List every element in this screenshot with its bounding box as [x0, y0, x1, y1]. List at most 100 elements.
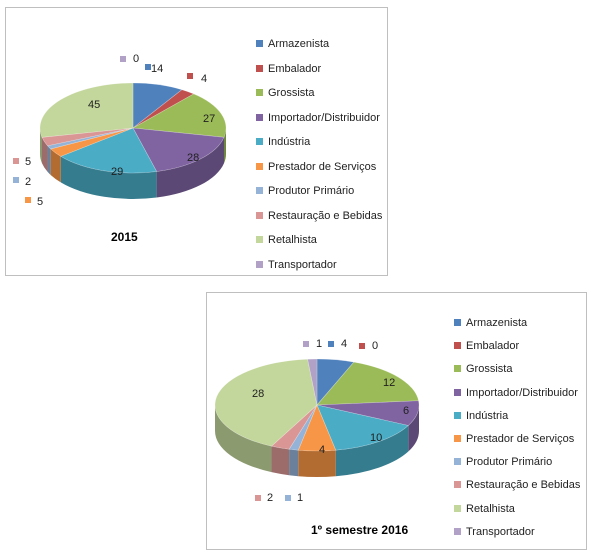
- legend-label-importador-distribuidor: Importador/Distribuidor: [268, 111, 380, 124]
- legend-swatch-transportador: [454, 527, 461, 535]
- legend-item-grossista: Grossista: [454, 362, 512, 376]
- legend-swatch-produtor-primario: [454, 458, 461, 466]
- legend-item-armazenista: Armazenista: [454, 316, 527, 330]
- legend-label-transportador: Transportador: [466, 525, 535, 538]
- legend-swatch-embalador: [256, 64, 263, 72]
- legend-label-transportador: Transportador: [268, 258, 337, 271]
- label-marker-embalador-2015: [187, 73, 193, 79]
- legend-item-produtor-primario: Produtor Primário: [454, 455, 552, 469]
- side-retalhista-2015: [40, 128, 42, 164]
- legend-item-restauracao-e-bebidas: Restauração e Bebidas: [256, 209, 382, 223]
- legend-swatch-restauracao-e-bebidas: [454, 481, 461, 489]
- legend-item-grossista: Grossista: [256, 86, 314, 100]
- label-marker-restauracao-e-bebidas-2015: [13, 158, 19, 164]
- slice-restauracao-e-bebidas-2015: [41, 127, 134, 147]
- legend-swatch-importador-distribuidor: [454, 388, 461, 396]
- legend-label-industria: Indústria: [466, 409, 509, 422]
- data-label-importador-distribuidor-2016: 6: [403, 405, 409, 417]
- legend-label-armazenista: Armazenista: [466, 317, 528, 329]
- legend-label-embalador: Embalador: [466, 340, 520, 353]
- legend-item-transportador: Transportador: [454, 525, 535, 539]
- slice-retalhista-2016: [214, 358, 318, 447]
- data-label-transportador-2015: 0: [133, 53, 139, 65]
- data-label-retalhista-2016: 28: [252, 388, 264, 400]
- pie-top-2015: [39, 82, 227, 174]
- slice-embalador-2015: [132, 89, 195, 129]
- legend-swatch-retalhista: [454, 504, 461, 512]
- label-marker-transportador-2015: [120, 56, 126, 62]
- label-marker-produtor-primario-2016: [285, 495, 291, 501]
- data-label-embalador-2016: 0: [372, 340, 378, 352]
- side-produtor-primario-2015: [47, 145, 51, 175]
- legend-swatch-industria: [256, 138, 263, 145]
- legend-item-embalador: Embalador: [256, 62, 321, 76]
- side-produtor-primario-2016: [289, 449, 299, 477]
- side-importador-distribuidor-2015: [156, 137, 225, 198]
- legend-swatch-prestador-de-servicos: [454, 435, 461, 442]
- side-restauracao-e-bebidas-2015: [41, 137, 48, 172]
- legend-swatch-embalador: [454, 342, 461, 350]
- chart-panel-2016: 4 0 12 6 10 4 1 2 28 1 Armazenista Embalador Grossi…: [206, 292, 587, 550]
- data-label-armazenista-2016: 4: [341, 338, 347, 350]
- side-prestador-de-servicos-2016: [298, 450, 336, 477]
- data-label-retalhista-2015: 45: [88, 99, 100, 111]
- chart-panel-2015: 14 4 27 28 29 5 2 5 45 0 Armazenista Embalador Gros…: [5, 7, 388, 276]
- label-marker-armazenista-2016: [328, 341, 334, 347]
- legend-label-embalador: Embalador: [268, 62, 322, 75]
- legend-item-armazenista: Armazenista: [256, 37, 329, 51]
- legend-swatch-retalhista: [256, 236, 263, 243]
- side-importador-distribuidor-2016: [408, 405, 419, 452]
- data-label-transportador-2016: 1: [316, 338, 322, 350]
- slice-importador-distribuidor-2016: [316, 400, 420, 426]
- legend-item-prestador-de-servicos: Prestador de Serviços: [256, 160, 376, 174]
- slice-prestador-de-servicos-2016: [297, 404, 337, 452]
- legend-item-prestador-de-servicos: Prestador de Serviços: [454, 432, 574, 446]
- side-restauracao-e-bebidas-2016: [271, 446, 290, 476]
- data-label-grossista-2016: 12: [383, 377, 395, 389]
- legend-label-retalhista: Retalhista: [466, 502, 515, 515]
- label-marker-restauracao-e-bebidas-2016: [255, 495, 261, 501]
- legend-label-restauracao-e-bebidas: Restauração e Bebidas: [466, 479, 581, 492]
- data-label-restauracao-e-bebidas-2016: 2: [267, 492, 273, 504]
- data-label-industria-2015: 29: [111, 166, 123, 178]
- legend-swatch-armazenista: [454, 319, 461, 326]
- slice-armazenista-2015: [132, 82, 183, 129]
- data-label-produtor-primario-2016: 1: [297, 492, 303, 504]
- legend-label-prestador-de-servicos: Prestador de Serviços: [466, 433, 575, 445]
- legend-swatch-restauracao-e-bebidas: [256, 211, 263, 219]
- legend-swatch-armazenista: [256, 40, 263, 47]
- slice-transportador-2016: [307, 358, 318, 406]
- legend-label-importador-distribuidor: Importador/Distribuidor: [466, 386, 578, 399]
- legend-item-industria: Indústria: [256, 135, 310, 149]
- legend-item-produtor-primario: Produtor Primário: [256, 184, 354, 198]
- side-prestador-de-servicos-2015: [50, 148, 61, 183]
- chart-title-2016: 1º semestre 2016: [311, 523, 409, 537]
- chart-title-2015: 2015: [111, 230, 138, 244]
- side-retalhista-2016: [215, 405, 272, 473]
- legend-label-produtor-primario: Produtor Primário: [466, 456, 553, 469]
- data-label-embalador-2015: 4: [201, 73, 207, 85]
- data-label-importador-distribuidor-2015: 28: [187, 152, 199, 164]
- slice-grossista-2015: [132, 93, 227, 138]
- legend-swatch-prestador-de-servicos: [256, 162, 263, 170]
- legend-swatch-grossista: [256, 89, 263, 96]
- legend-swatch-transportador: [256, 260, 263, 268]
- legend-item-retalhista: Retalhista: [256, 233, 317, 247]
- legend-label-grossista: Grossista: [466, 363, 513, 376]
- legend-item-importador-distribuidor: Importador/Distribuidor: [256, 111, 380, 125]
- legend-swatch-industria: [454, 411, 461, 419]
- side-industria-2015: [60, 156, 157, 199]
- slice-prestador-de-servicos-2015: [50, 127, 134, 157]
- legend-swatch-produtor-primario: [256, 187, 263, 194]
- data-label-prestador-de-servicos-2015: 5: [37, 196, 43, 208]
- legend-label-restauracao-e-bebidas: Restauração e Bebidas: [268, 209, 383, 222]
- slice-industria-2015: [60, 127, 158, 174]
- slice-produtor-primario-2015: [46, 127, 134, 150]
- legend-item-retalhista: Retalhista: [454, 502, 515, 516]
- pie-side-walls-2015: [40, 128, 226, 199]
- slice-importador-distribuidor-2015: [132, 127, 225, 172]
- legend-item-importador-distribuidor: Importador/Distribuidor: [454, 386, 578, 400]
- data-label-produtor-primario-2015: 2: [25, 176, 31, 188]
- legend-label-produtor-primario: Produtor Primário: [268, 185, 355, 197]
